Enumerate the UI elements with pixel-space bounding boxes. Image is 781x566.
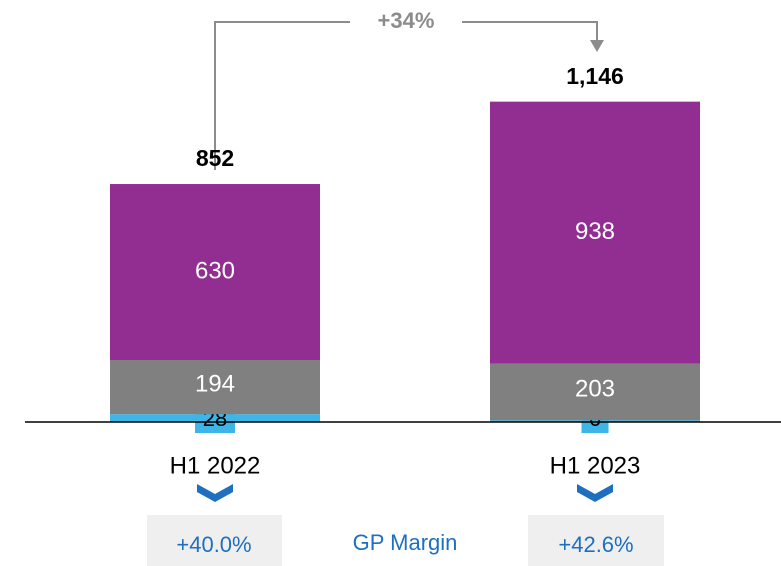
bar-segment — [110, 359, 320, 415]
growth-label: +34% — [378, 8, 435, 33]
margin-value: +42.6% — [558, 532, 633, 557]
chevron — [577, 484, 613, 502]
segment-label: 938 — [575, 218, 615, 245]
margin-box — [528, 515, 664, 566]
margin-box — [147, 515, 282, 566]
bar-segment — [110, 184, 320, 360]
bar-segment — [490, 363, 700, 421]
total-label: 1,146 — [566, 63, 624, 89]
x-tick-label: H1 2023 — [550, 452, 641, 479]
segment-label: 203 — [575, 375, 615, 402]
growth-arrow — [214, 21, 598, 170]
segment-label: 630 — [195, 257, 235, 284]
x-tick-label: H1 2022 — [170, 452, 261, 479]
margin-value: +40.0% — [176, 532, 251, 557]
bar-segment — [490, 101, 700, 364]
segment-label: 194 — [195, 370, 235, 397]
chevron — [197, 484, 233, 502]
arrow-head — [590, 40, 604, 52]
margin-label: GP Margin — [353, 530, 458, 555]
total-label: 852 — [196, 145, 234, 171]
